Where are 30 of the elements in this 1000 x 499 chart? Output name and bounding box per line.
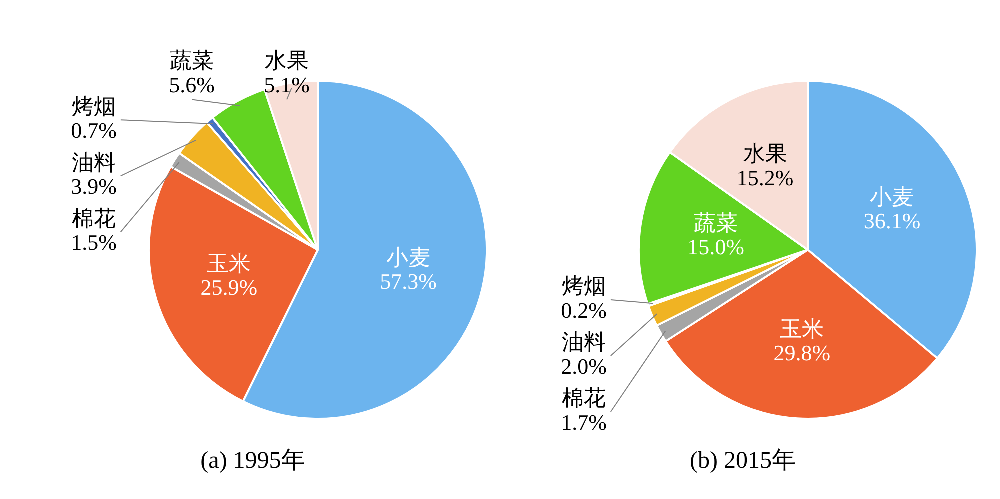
slice-label: 烤烟 [72,94,116,119]
data-label: 5.1% [264,72,310,98]
data-label: 1.7% [561,410,607,435]
slice-label: 水果 [265,48,310,74]
data-label: 29.8% [774,340,831,366]
data-label: 3.9% [71,174,117,200]
data-label: 2.0% [561,354,607,379]
slice-label: 小麦 [386,244,431,270]
slice-label: 烤烟 [562,274,606,299]
data-label: 25.9% [200,275,258,300]
slice-label: 棉花 [72,206,116,231]
data-label: 36.1% [864,208,921,234]
slice-label: 油料 [72,150,116,175]
text: (b) 2015年 [690,447,796,476]
slice-label: 水果 [743,141,788,166]
slice-label: 蔬菜 [170,48,214,74]
slice-label: 小麦 [870,184,914,210]
slice-label: 玉米 [780,316,824,342]
data-label: 5.6% [169,72,215,98]
slice-label: 棉花 [562,386,606,411]
data-label: 15.2% [736,165,794,190]
data-label: 57.3% [380,269,437,294]
data-label: 1.5% [71,230,117,256]
data-label: 0.2% [561,298,607,323]
data-label: 15.0% [688,234,744,260]
text: (a) 1995年 [200,447,306,476]
slice-label: 蔬菜 [694,210,738,236]
data-label: 0.7% [71,118,117,144]
slice-label: 玉米 [207,251,252,276]
slice-label: 油料 [562,330,606,355]
